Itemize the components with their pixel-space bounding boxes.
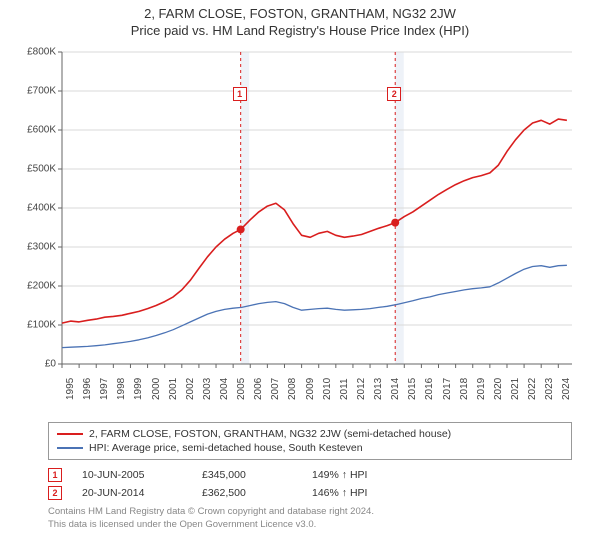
ytick-label: £500K [20,164,56,175]
ytick-label: £400K [20,203,56,214]
footer-line: This data is licensed under the Open Gov… [48,519,572,532]
xtick-label: 2012 [356,378,367,400]
legend-label: HPI: Average price, semi-detached house,… [89,442,363,454]
sale-pct: 146% ↑ HPI [312,487,367,499]
xtick-label: 2002 [185,378,196,400]
xtick-label: 2008 [287,378,298,400]
sale-pct: 149% ↑ HPI [312,469,367,481]
xtick-label: 2007 [270,378,281,400]
xtick-label: 2019 [476,378,487,400]
chart-svg [20,44,580,414]
legend-item-hpi: HPI: Average price, semi-detached house,… [57,441,563,455]
xtick-label: 2016 [424,378,435,400]
ytick-label: £700K [20,86,56,97]
sale-price: £345,000 [202,469,292,481]
legend: 2, FARM CLOSE, FOSTON, GRANTHAM, NG32 2J… [48,422,572,460]
xtick-label: 2015 [407,378,418,400]
sale-price: £362,500 [202,487,292,499]
xtick-label: 2010 [322,378,333,400]
xtick-label: 2024 [561,378,572,400]
xtick-label: 2000 [151,378,162,400]
ytick-label: £300K [20,242,56,253]
xtick-label: 2003 [202,378,213,400]
xtick-label: 2018 [459,378,470,400]
legend-item-property: 2, FARM CLOSE, FOSTON, GRANTHAM, NG32 2J… [57,427,563,441]
price-chart: £0 £100K £200K £300K £400K £500K £600K £700K £80… [20,44,580,414]
xtick-label: 2013 [373,378,384,400]
xtick-label: 2006 [253,378,264,400]
sale-marker-number: 1 [52,470,57,480]
legend-label: 2, FARM CLOSE, FOSTON, GRANTHAM, NG32 2J… [89,428,451,440]
ytick-label: £100K [20,320,56,331]
xtick-label: 2001 [168,378,179,400]
sale-date: 10-JUN-2005 [82,469,182,481]
xtick-label: 2020 [493,378,504,400]
sale-marker-icon: 2 [48,486,62,500]
sale-marker-chart-label: 2 [387,87,401,101]
xtick-label: 2023 [544,378,555,400]
xtick-label: 2011 [339,378,350,400]
xtick-label: 1997 [99,378,110,400]
xtick-label: 2004 [219,378,230,400]
sale-marker-icon: 1 [48,468,62,482]
ytick-label: £200K [20,281,56,292]
sales-table: 1 10-JUN-2005 £345,000 149% ↑ HPI 2 20-J… [48,466,572,502]
xtick-label: 2017 [442,378,453,400]
xtick-label: 1999 [133,378,144,400]
ytick-label: £0 [20,359,56,370]
xtick-label: 2022 [527,378,538,400]
sale-date: 20-JUN-2014 [82,487,182,499]
sale-marker-chart-label: 1 [233,87,247,101]
ytick-label: £600K [20,125,56,136]
xtick-label: 2021 [510,378,521,400]
legend-swatch [57,447,83,449]
xtick-label: 2005 [236,378,247,400]
sale-row: 2 20-JUN-2014 £362,500 146% ↑ HPI [48,484,572,502]
page-title-line2: Price paid vs. HM Land Registry's House … [0,21,600,44]
footer: Contains HM Land Registry data © Crown c… [48,506,572,532]
sale-row: 1 10-JUN-2005 £345,000 149% ↑ HPI [48,466,572,484]
xtick-label: 2014 [390,378,401,400]
xtick-label: 1995 [65,378,76,400]
xtick-label: 1996 [82,378,93,400]
ytick-label: £800K [20,47,56,58]
page-title-line1: 2, FARM CLOSE, FOSTON, GRANTHAM, NG32 2J… [0,0,600,21]
footer-line: Contains HM Land Registry data © Crown c… [48,506,572,519]
legend-swatch [57,433,83,435]
xtick-label: 1998 [116,378,127,400]
sale-marker-number: 2 [52,488,57,498]
xtick-label: 2009 [305,378,316,400]
